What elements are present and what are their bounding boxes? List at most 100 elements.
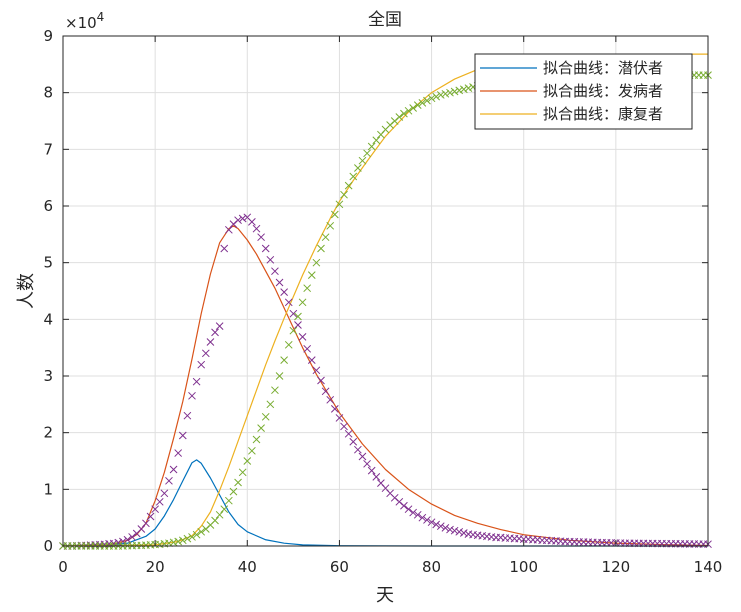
marker-infected-observed — [413, 510, 422, 519]
marker-recovered-observed — [455, 86, 464, 95]
marker-infected-observed — [289, 309, 298, 318]
marker-recovered-observed — [211, 516, 219, 525]
series-line-latent-fit — [62, 459, 708, 547]
marker-infected-observed — [248, 218, 256, 226]
marker-recovered-observed — [243, 457, 252, 465]
marker-recovered-observed — [326, 221, 335, 230]
marker-recovered-observed — [294, 312, 302, 321]
marker-infected-observed — [146, 512, 155, 521]
marker-recovered-observed — [266, 400, 275, 409]
marker-infected-observed — [252, 224, 261, 233]
x-axis-label: 天 — [376, 585, 394, 606]
marker-recovered-observed — [340, 190, 348, 199]
marker-infected-observed — [409, 508, 417, 517]
marker-recovered-observed — [275, 372, 284, 380]
marker-recovered-observed — [395, 113, 404, 121]
marker-recovered-observed — [317, 244, 325, 253]
y-tick-label: 7 — [43, 140, 53, 158]
marker-infected-observed — [349, 437, 358, 446]
marker-infected-observed — [165, 476, 173, 485]
marker-infected-observed — [257, 233, 265, 242]
marker-recovered-observed — [441, 89, 450, 98]
marker-recovered-observed — [312, 258, 321, 267]
marker-infected-observed — [128, 533, 136, 541]
x-tick-label: 120 — [602, 558, 631, 576]
marker-infected-observed — [330, 405, 339, 413]
marker-infected-observed — [266, 255, 275, 264]
ticks — [62, 35, 709, 547]
marker-recovered-observed — [464, 84, 473, 92]
marker-recovered-observed — [413, 101, 422, 109]
y-tick-label: 3 — [43, 367, 53, 385]
marker-infected-observed — [261, 244, 270, 253]
marker-infected-observed — [423, 516, 431, 524]
marker-recovered-observed — [354, 164, 362, 172]
marker-recovered-observed — [423, 96, 431, 105]
plot-area-frame — [62, 35, 709, 547]
tick-labels: 0 20 40 60 80 100 120 140 0 1 2 3 4 5 6 7 8 9 — [43, 27, 722, 576]
marker-infected-observed — [459, 529, 468, 537]
marker-infected-observed — [280, 288, 288, 296]
marker-infected-observed — [363, 459, 371, 468]
marker-recovered-observed — [427, 94, 436, 103]
marker-recovered-observed — [238, 468, 247, 477]
legend-label-latent-fit: 拟合曲线：潜伏者 — [543, 59, 663, 77]
x-tick-label: 0 — [58, 558, 68, 576]
marker-recovered-observed — [307, 271, 316, 279]
y-tick-label: 6 — [43, 197, 53, 215]
marker-recovered-observed — [367, 142, 376, 151]
marker-infected-observed — [220, 244, 229, 253]
y-tick-label: 2 — [43, 424, 53, 442]
marker-recovered-observed — [400, 109, 408, 118]
y-tick-label: 8 — [43, 84, 53, 102]
x-tick-label: 100 — [509, 558, 538, 576]
marker-infected-observed — [294, 321, 302, 329]
marker-recovered-observed — [252, 435, 261, 444]
marker-infected-observed — [340, 422, 348, 431]
marker-infected-observed — [197, 360, 206, 369]
marker-recovered-observed — [459, 85, 468, 94]
marker-recovered-observed — [280, 356, 288, 364]
marker-recovered-observed — [409, 104, 417, 112]
marker-infected-observed — [234, 216, 242, 225]
legend: 拟合曲线：潜伏者 拟合曲线：发病者 拟合曲线：康复者 — [474, 53, 693, 130]
y-tick-label: 0 — [43, 537, 53, 555]
chart-title: 全国 — [368, 10, 402, 30]
marker-infected-observed — [455, 527, 464, 536]
series-line-infected-fit — [62, 225, 709, 547]
marker-recovered-observed — [349, 172, 358, 181]
marker-infected-observed — [275, 278, 284, 287]
marker-infected-observed — [418, 513, 427, 522]
y-axis-exponent: ×104 — [65, 10, 104, 32]
marker-infected-observed — [192, 377, 201, 386]
marker-infected-observed — [307, 356, 316, 364]
x-tick-label: 20 — [146, 558, 165, 576]
marker-infected-observed — [354, 445, 362, 454]
marker-infected-observed — [174, 449, 183, 457]
x-tick-label: 40 — [238, 558, 257, 576]
marker-recovered-observed — [261, 412, 270, 421]
marker-infected-observed — [142, 519, 150, 528]
marker-recovered-observed — [284, 340, 293, 349]
marker-infected-observed — [178, 431, 187, 440]
marker-recovered-observed — [183, 534, 192, 543]
marker-recovered-observed — [229, 487, 238, 496]
marker-recovered-observed — [174, 537, 183, 546]
marker-recovered-observed — [197, 527, 206, 536]
marker-infected-observed — [160, 489, 169, 498]
y-axis-exponent-base: ×10 — [65, 14, 97, 32]
legend-label-infected-fit: 拟合曲线：发病者 — [543, 82, 663, 100]
y-axis-label: 人数 — [16, 273, 37, 309]
marker-infected-observed — [271, 267, 279, 276]
y-tick-label: 9 — [43, 27, 53, 45]
marker-recovered-observed — [432, 92, 441, 101]
marker-recovered-observed — [234, 478, 242, 487]
marker-infected-observed — [367, 466, 376, 475]
marker-infected-observed — [335, 414, 344, 422]
marker-recovered-observed — [450, 87, 459, 96]
marker-infected-observed — [321, 387, 330, 396]
marker-recovered-observed — [271, 386, 279, 395]
y-tick-label: 5 — [43, 254, 53, 272]
marker-recovered-observed — [404, 106, 413, 115]
